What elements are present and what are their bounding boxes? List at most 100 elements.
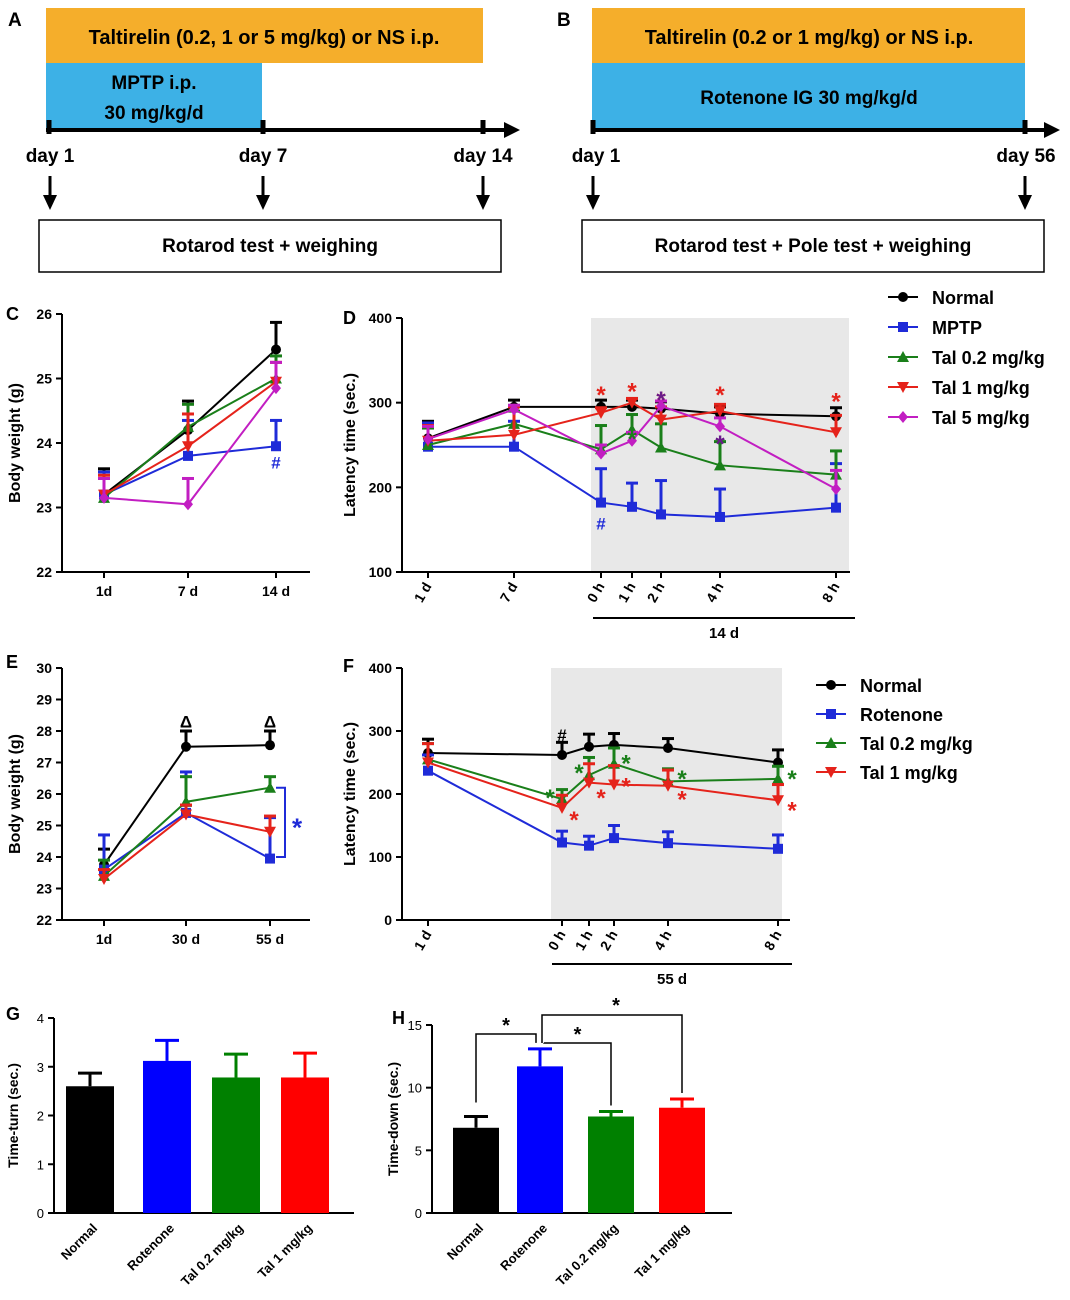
group-label: 14 d xyxy=(709,625,739,642)
x-tick-label: 14 d xyxy=(262,583,290,599)
panel-letter-b: B xyxy=(557,10,571,31)
series-line xyxy=(427,761,779,809)
legend-label: Normal xyxy=(932,288,994,308)
y-tick-label: 100 xyxy=(369,564,393,580)
panel-b: B Taltirelin (0.2 or 1 mg/kg) or NS i.p.… xyxy=(557,8,1060,273)
significance-marker: Δ xyxy=(180,713,192,732)
significance-marker: * xyxy=(627,378,637,405)
data-point xyxy=(656,509,666,520)
x-tick-label: Normal xyxy=(444,1221,486,1263)
significance-marker: # xyxy=(271,453,281,472)
significance-marker: * xyxy=(627,426,637,453)
y-tick-label: 400 xyxy=(369,660,393,676)
x-tick-label: 2 h xyxy=(644,580,668,606)
legend-swatch-marker xyxy=(898,411,908,423)
significance-marker: * xyxy=(621,774,631,801)
series-line xyxy=(427,769,779,850)
y-tick-label: 25 xyxy=(36,371,52,387)
panel-letter-f: F xyxy=(343,656,354,676)
significance-marker: * xyxy=(787,798,797,825)
significance-bracket xyxy=(541,1014,683,1093)
legend-swatch-marker xyxy=(897,351,909,362)
y-tick-label: 24 xyxy=(36,849,52,865)
y-axis-label: Latency time (sec.) xyxy=(342,373,359,517)
data-point xyxy=(656,400,666,413)
legend-swatch-marker xyxy=(897,382,909,393)
mptp-bar xyxy=(46,63,262,130)
y-tick-label: 30 xyxy=(36,660,52,676)
group-label: 55 d xyxy=(657,971,687,988)
y-axis-label: Time-turn (sec.) xyxy=(5,1063,21,1168)
x-tick-label: 1 d xyxy=(411,928,435,954)
panel-letter-h: H xyxy=(392,1008,405,1028)
y-tick-label: 26 xyxy=(36,306,52,322)
legend-swatch-marker xyxy=(826,680,836,690)
x-tick-label: 1d xyxy=(96,931,112,947)
significance-bracket xyxy=(276,786,286,858)
data-point xyxy=(772,795,784,807)
y-tick-label: 5 xyxy=(415,1143,422,1158)
legend-item-normal: Normal xyxy=(888,288,994,308)
x-tick-label: 0 h xyxy=(584,580,608,606)
taltirelin-label-a: Taltirelin (0.2, 1 or 5 mg/kg) or NS i.p… xyxy=(89,27,440,49)
y-axis-label: Time-down (sec.) xyxy=(385,1062,401,1176)
panel-letter-e: E xyxy=(6,652,18,672)
legend-item-tal-1-mg-kg: Tal 1 mg/kg xyxy=(816,763,958,783)
data-point xyxy=(99,491,109,504)
day-label-a-7: day 7 xyxy=(239,146,288,167)
significance-marker: * xyxy=(621,750,631,777)
chart-g-time-turn: 0 1 2 3 4 Time-turn (sec.) Normal Rotenone Tal 0… xyxy=(5,1011,354,1289)
y-tick-label: 200 xyxy=(369,479,393,495)
data-point xyxy=(584,840,594,851)
series-rotenone xyxy=(422,753,784,854)
y-tick-label: 22 xyxy=(36,564,52,580)
data-point xyxy=(583,777,595,789)
y-tick-label: 23 xyxy=(36,881,52,897)
data-point xyxy=(556,802,568,814)
series-line xyxy=(103,811,271,871)
data-point xyxy=(655,441,667,453)
series-tal-5-mg-kg xyxy=(422,399,842,496)
data-point xyxy=(271,344,281,355)
significance-marker: * xyxy=(502,1015,510,1037)
bar-tal-0-2-mg-kg xyxy=(212,1077,260,1213)
data-point xyxy=(557,749,567,760)
data-point xyxy=(264,781,276,793)
taltirelin-bar-a xyxy=(46,8,483,63)
significance-marker: * xyxy=(574,760,584,787)
x-tick-label: Tal 1 mg/kg xyxy=(255,1220,316,1281)
data-point xyxy=(608,779,620,791)
series-line xyxy=(103,813,271,880)
bar-tal-0-2-mg-kg xyxy=(588,1116,634,1213)
y-tick-label: 1 xyxy=(37,1157,44,1172)
series-tal-1-mg-kg xyxy=(98,803,276,886)
y-tick-label: 29 xyxy=(36,692,52,708)
data-point xyxy=(772,772,784,784)
chart-d-latency-mptp: 100 200 300 400 Latency time (sec.) 1 d 7 d 0 h… xyxy=(342,310,855,642)
legend-mptp: Normal MPTP Tal 0.2 mg/kg Tal 1 mg/kg Tal 5 … xyxy=(888,288,1045,428)
data-point xyxy=(180,809,192,821)
x-tick-label: 7 d xyxy=(497,580,521,606)
data-point xyxy=(627,434,637,447)
down-arrows-a xyxy=(43,176,490,210)
x-tick-label: Normal xyxy=(58,1221,100,1263)
significance-marker: * xyxy=(656,387,666,414)
timeline-arrowhead-b xyxy=(1044,122,1060,138)
data-point xyxy=(596,497,606,508)
legend-label: Tal 0.2 mg/kg xyxy=(932,348,1045,368)
y-tick-label: 400 xyxy=(369,310,393,326)
timeline-arrowhead-a xyxy=(504,122,520,138)
y-tick-label: 300 xyxy=(369,723,393,739)
day-label-a-14: day 14 xyxy=(453,146,513,167)
y-tick-label: 0 xyxy=(415,1206,422,1221)
data-point xyxy=(715,511,725,522)
data-point xyxy=(265,740,275,751)
significance-marker: * xyxy=(715,431,725,458)
rotarod-label-b: Rotarod test + Pole test + weighing xyxy=(655,236,972,257)
y-tick-label: 28 xyxy=(36,723,52,739)
significance-marker: * xyxy=(612,995,620,1017)
series-tal-0-2-mg-kg xyxy=(98,354,282,503)
significance-marker: * xyxy=(574,1024,582,1046)
